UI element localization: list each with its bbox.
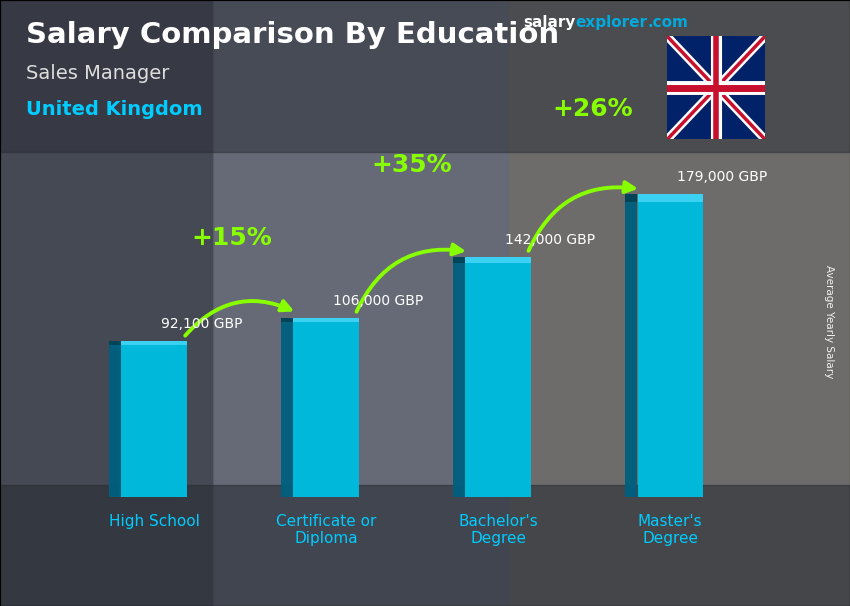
Bar — [110, 341, 122, 345]
Text: 142,000 GBP: 142,000 GBP — [505, 233, 595, 247]
Bar — [638, 194, 703, 497]
Bar — [281, 318, 293, 497]
Text: 106,000 GBP: 106,000 GBP — [333, 293, 423, 307]
Text: +15%: +15% — [191, 226, 272, 250]
Bar — [281, 318, 293, 322]
Bar — [466, 257, 531, 263]
Bar — [0, 0, 212, 606]
Bar — [466, 257, 531, 497]
Bar — [212, 0, 510, 606]
Bar — [293, 318, 359, 497]
Text: Salary Comparison By Education: Salary Comparison By Education — [26, 21, 558, 49]
Text: 92,100 GBP: 92,100 GBP — [161, 317, 242, 331]
Bar — [510, 0, 850, 606]
Text: Average Yearly Salary: Average Yearly Salary — [824, 265, 834, 378]
Text: +35%: +35% — [371, 153, 452, 178]
Bar — [0, 0, 850, 152]
FancyArrowPatch shape — [356, 244, 462, 311]
Bar — [122, 341, 187, 345]
Bar — [638, 194, 703, 202]
Bar — [293, 318, 359, 322]
Text: salary: salary — [523, 15, 575, 30]
Text: explorer: explorer — [575, 15, 648, 30]
Bar — [0, 485, 850, 606]
Text: United Kingdom: United Kingdom — [26, 100, 202, 119]
Text: 179,000 GBP: 179,000 GBP — [677, 170, 768, 184]
Text: +26%: +26% — [552, 98, 633, 121]
Text: .com: .com — [648, 15, 689, 30]
FancyArrowPatch shape — [185, 301, 291, 336]
Bar — [110, 341, 122, 497]
Text: Sales Manager: Sales Manager — [26, 64, 169, 82]
Bar — [453, 257, 466, 263]
Bar — [626, 194, 638, 497]
Bar — [626, 194, 638, 202]
Bar — [122, 341, 187, 497]
Bar — [453, 257, 466, 497]
FancyArrowPatch shape — [529, 182, 634, 251]
